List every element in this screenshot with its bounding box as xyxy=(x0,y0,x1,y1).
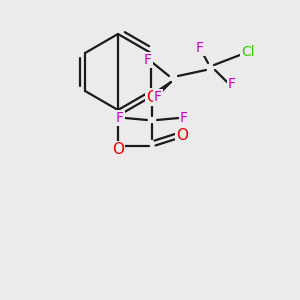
Text: O: O xyxy=(112,142,124,158)
Text: Cl: Cl xyxy=(241,45,255,59)
Text: F: F xyxy=(154,90,162,104)
Text: F: F xyxy=(180,111,188,125)
Text: F: F xyxy=(228,77,236,91)
Text: F: F xyxy=(116,111,124,125)
Text: F: F xyxy=(144,53,152,67)
Text: O: O xyxy=(176,128,188,143)
Text: O: O xyxy=(146,89,158,104)
Text: F: F xyxy=(196,41,204,55)
